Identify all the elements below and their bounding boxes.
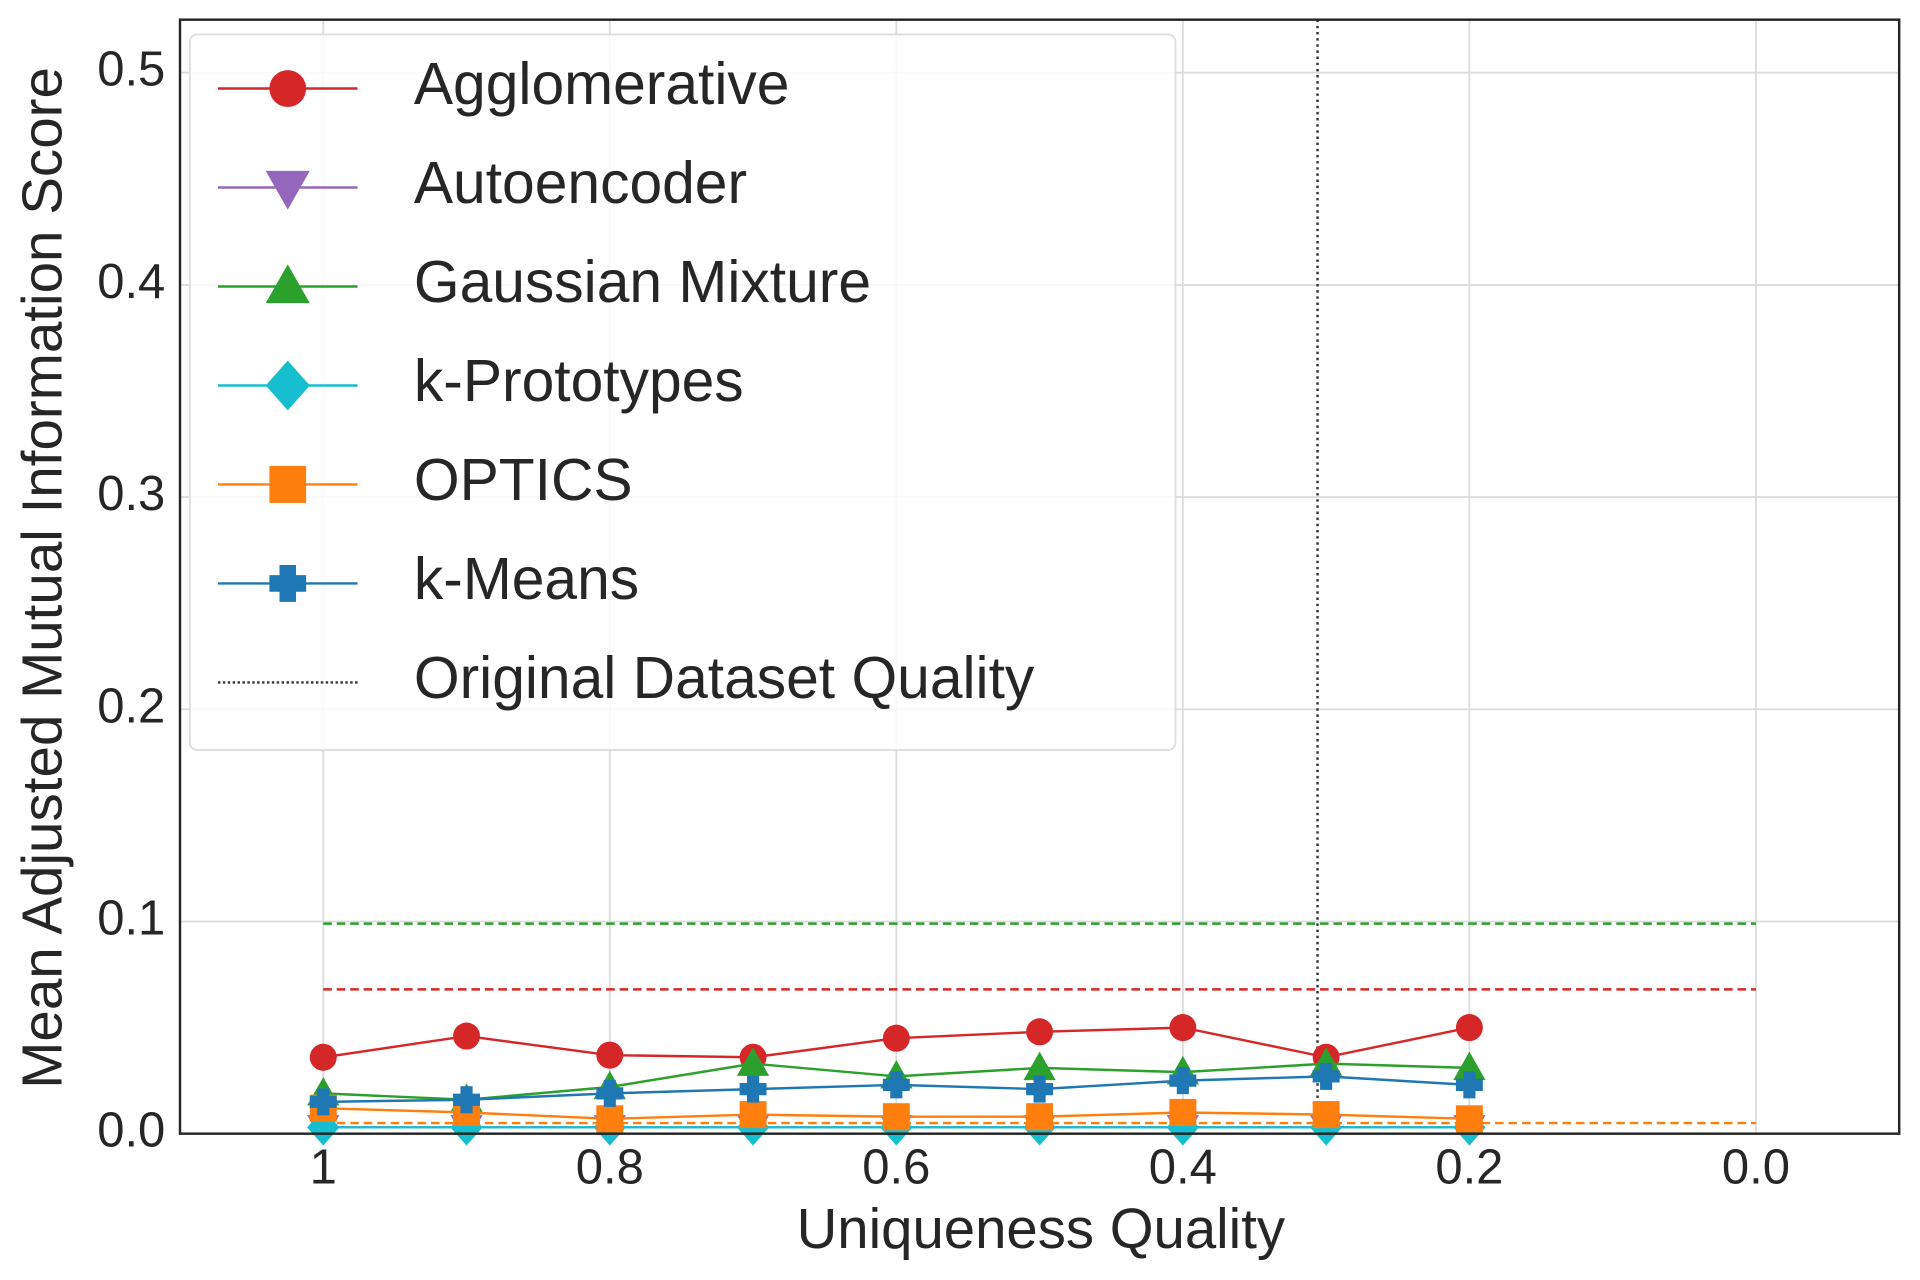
legend-marker (269, 466, 307, 503)
marker (1023, 1051, 1056, 1081)
marker (1026, 1018, 1054, 1046)
x-tick-label: 0.4 (1149, 1140, 1217, 1194)
legend-marker (265, 170, 310, 210)
marker (596, 1041, 624, 1069)
marker (1455, 1071, 1483, 1099)
marker (596, 1079, 624, 1107)
marker (739, 1101, 767, 1129)
marker (1026, 1103, 1054, 1131)
legend-marker (265, 360, 310, 411)
legend-label: k-Prototypes (414, 349, 744, 414)
marker (1455, 1105, 1483, 1133)
y-tick-label: 0.5 (97, 43, 165, 97)
marker (1169, 1067, 1197, 1095)
legend-label: Gaussian Mixture (414, 250, 871, 315)
marker (1169, 1098, 1197, 1126)
legend-label: Agglomerative (414, 52, 790, 117)
y-axis-label: Mean Adjusted Mutual Information Score (11, 67, 74, 1089)
legend-marker (265, 264, 310, 304)
y-tick-label: 0.0 (97, 1104, 165, 1158)
marker (736, 1047, 770, 1076)
y-tick-label: 0.3 (97, 467, 165, 521)
x-tick-label: 0.8 (576, 1140, 644, 1194)
legend-label: Autoencoder (414, 151, 747, 216)
legend-marker (269, 564, 307, 602)
legend-marker (269, 70, 307, 107)
x-tick-label: 0.0 (1722, 1140, 1790, 1194)
x-tick-label: 1 (310, 1140, 337, 1194)
x-tick-label: 0.6 (862, 1140, 930, 1194)
marker (1309, 1047, 1343, 1076)
marker (1453, 1051, 1486, 1081)
legend-label: k-Means (414, 547, 639, 612)
marker (453, 1086, 480, 1114)
marker (882, 1024, 910, 1052)
marker (739, 1075, 767, 1103)
marker (882, 1071, 910, 1099)
x-tick-label: 0.2 (1435, 1140, 1503, 1194)
plot-frame (178, 18, 1901, 1135)
marker (1026, 1075, 1054, 1103)
marker (596, 1105, 624, 1133)
legend-label: OPTICS (414, 448, 633, 513)
marker (1169, 1014, 1197, 1042)
y-tick-label: 0.2 (97, 679, 165, 733)
y-tick-label: 0.1 (97, 891, 165, 945)
marker (453, 1022, 480, 1050)
x-axis-label: Uniqueness Quality (797, 1197, 1286, 1260)
marker (309, 1043, 337, 1071)
marker (309, 1088, 337, 1116)
marker (1455, 1014, 1483, 1042)
legend-label: Original Dataset Quality (414, 646, 1035, 711)
y-tick-label: 0.4 (97, 255, 165, 309)
legend-box (188, 33, 1177, 751)
marker (1312, 1062, 1340, 1090)
marker (882, 1103, 910, 1131)
marker (1312, 1101, 1340, 1129)
